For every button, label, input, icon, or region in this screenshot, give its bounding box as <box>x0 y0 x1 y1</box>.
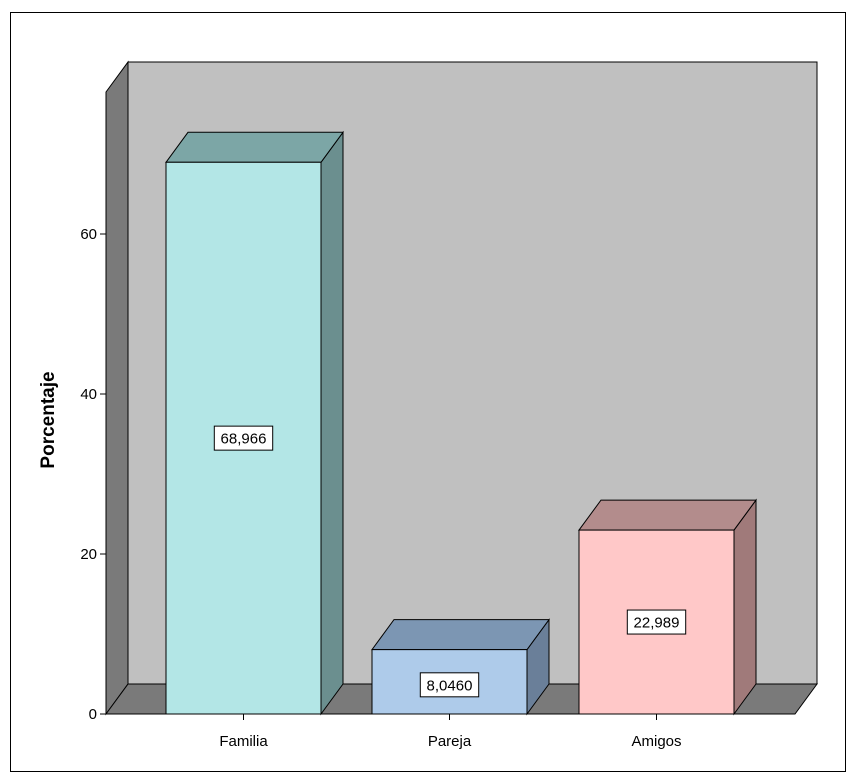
bar-side <box>733 498 757 716</box>
bar-chart: 0 20 40 60 68,966 8,0460 22,989 Familia Pareja… <box>38 60 818 750</box>
y-tick-label: 60 <box>80 226 97 243</box>
x-tick-label: Amigos <box>631 733 681 750</box>
y-tick-label: 40 <box>80 386 97 403</box>
bar-familia: 68,966 <box>165 130 344 716</box>
x-tick-label: Pareja <box>428 733 472 750</box>
y-tick-label: 0 <box>89 706 97 723</box>
bar-side <box>320 130 344 716</box>
bar-amigos: 22,989 <box>578 498 757 716</box>
data-label-box <box>626 609 687 635</box>
x-axis: Familia Pareja Amigos <box>106 713 795 750</box>
y-tick-label: 20 <box>80 546 97 563</box>
bar-top <box>165 131 344 163</box>
bar-pareja: 8,0460 <box>371 618 550 716</box>
y-axis-label: Porcentaje <box>38 371 59 468</box>
bar-top <box>371 619 550 651</box>
bars: 68,966 8,0460 22,989 <box>165 130 757 716</box>
x-tick-label: Familia <box>219 733 268 750</box>
data-label-box <box>213 425 274 451</box>
bar-top <box>578 499 757 531</box>
data-label: 22,989 <box>634 615 680 632</box>
data-label: 68,966 <box>221 431 267 448</box>
y-axis: 0 20 40 60 <box>80 226 106 723</box>
data-label-box <box>419 672 480 698</box>
side-wall <box>105 60 129 716</box>
data-label: 8,0460 <box>427 677 473 694</box>
